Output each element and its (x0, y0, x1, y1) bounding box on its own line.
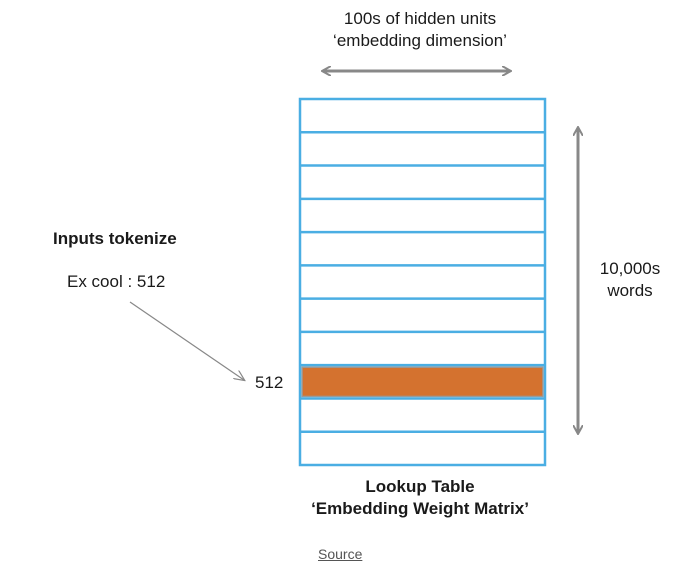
inputs-heading: Inputs tokenize (53, 229, 177, 248)
token-pointer-arrow (129, 301, 244, 380)
lookup-table-grid (298, 97, 547, 467)
highlighted-row (301, 366, 544, 398)
vocabulary-size-line1: 10,000s (599, 259, 661, 278)
table-border (298, 97, 547, 467)
inputs-example: Ex cool : 512 (67, 272, 166, 291)
source-link[interactable]: Source (318, 546, 363, 562)
lookup-table-title-line2: ‘Embedding Weight Matrix’ (311, 499, 529, 518)
vocabulary-size-line2: words (607, 281, 653, 300)
embedding-dimension-label: 100s of hidden units ‘embedding dimensio… (300, 8, 540, 52)
lookup-table-title-line1: Lookup Table (365, 477, 475, 496)
row-index-label: 512 (255, 373, 284, 392)
vocabulary-size-label: 10,000s words (585, 258, 675, 302)
embedding-dimension-line2: ‘embedding dimension’ (333, 31, 507, 50)
embedding-dimension-line1: 100s of hidden units (343, 9, 497, 28)
lookup-table-title: Lookup Table ‘Embedding Weight Matrix’ (270, 476, 570, 520)
